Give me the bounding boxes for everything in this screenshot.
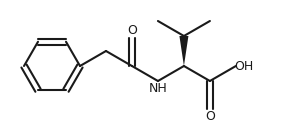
Text: OH: OH — [234, 60, 254, 72]
Text: O: O — [127, 23, 137, 37]
Polygon shape — [179, 36, 188, 66]
Text: O: O — [205, 110, 215, 124]
Text: NH: NH — [148, 82, 167, 95]
